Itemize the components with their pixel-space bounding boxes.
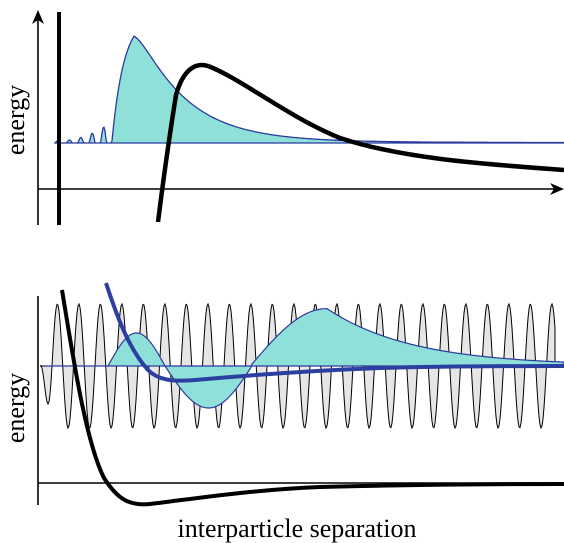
bottom-panel: energy [1, 282, 564, 507]
bottom-potential-curve [60, 289, 564, 507]
bottom-y-axis-label: energy [1, 373, 30, 443]
bottom-wavefunction [45, 308, 564, 409]
x-axis-label: interparticle separation [178, 514, 417, 543]
top-potential-curve [155, 62, 564, 223]
top-panel: energy [1, 10, 564, 225]
bottom-effective-potential [104, 282, 564, 383]
top-wavefunction [53, 35, 564, 144]
top-y-axis-label: energy [1, 85, 30, 155]
